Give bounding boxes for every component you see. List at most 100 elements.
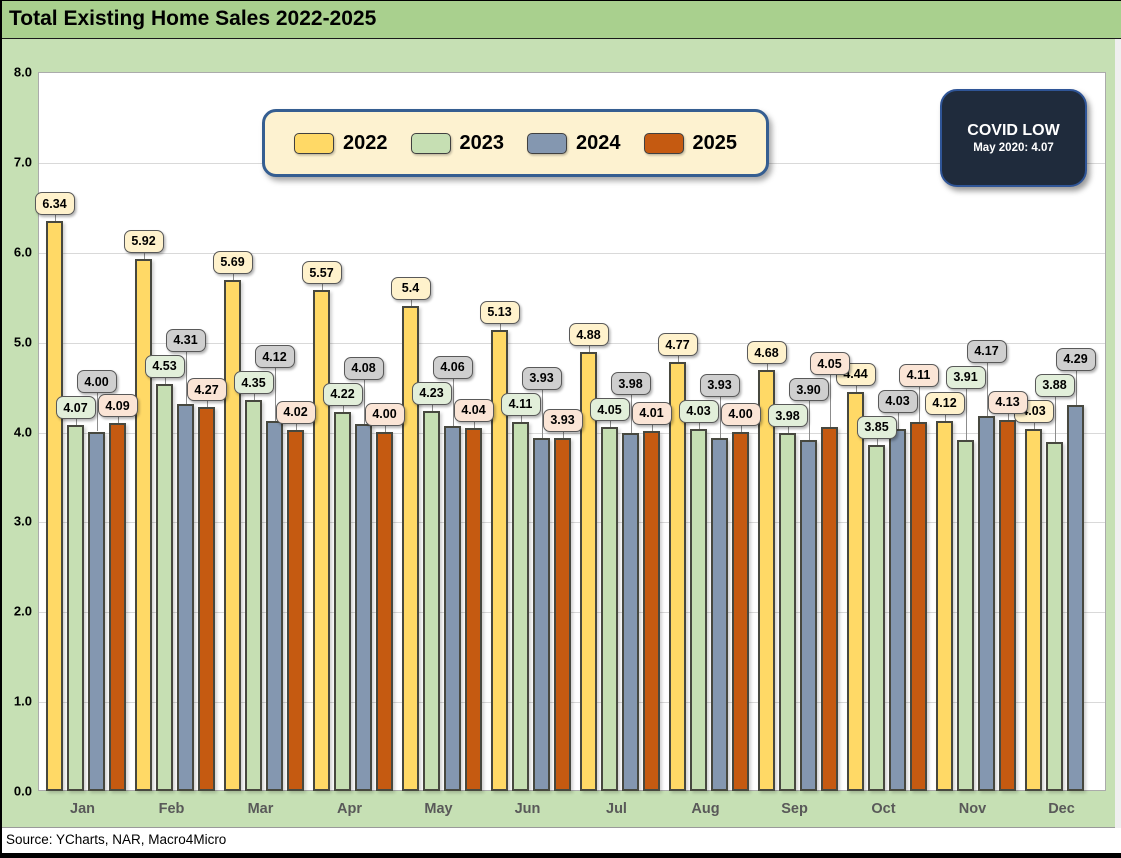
label-leader-line bbox=[588, 346, 590, 353]
bar-2024-jun bbox=[533, 437, 550, 791]
label-leader-line bbox=[897, 412, 899, 429]
bar-2022-aug bbox=[669, 362, 686, 791]
bar-2025-sep bbox=[821, 427, 838, 791]
data-label-2024-jan: 4.00 bbox=[76, 370, 117, 394]
bar-2025-mar bbox=[287, 429, 304, 791]
data-label-2022-feb: 5.92 bbox=[123, 229, 164, 253]
covid-low-title: COVID LOW bbox=[967, 122, 1060, 139]
source-text: Source: YCharts, NAR, Macro4Micro bbox=[6, 832, 227, 847]
data-label-2024-jul: 3.98 bbox=[610, 372, 651, 395]
label-leader-line bbox=[75, 419, 77, 426]
legend-item-2022: 2022 bbox=[294, 132, 388, 155]
data-label-2024-nov: 4.17 bbox=[966, 339, 1007, 363]
data-label-2023-jul: 4.05 bbox=[589, 398, 630, 421]
bar-2023-aug bbox=[690, 428, 707, 791]
bar-2024-dec bbox=[1067, 405, 1084, 791]
covid-low-callout: COVID LOW May 2020: 4.07 bbox=[940, 89, 1087, 187]
label-leader-line bbox=[520, 415, 522, 422]
legend-swatch-2025 bbox=[643, 132, 684, 154]
bar-2022-oct bbox=[847, 391, 864, 791]
x-tick-label-dec: Dec bbox=[1048, 801, 1075, 817]
bar-2022-mar bbox=[224, 279, 241, 791]
label-leader-line bbox=[855, 385, 857, 392]
y-tick-label: 1.0 bbox=[13, 693, 32, 709]
label-leader-line bbox=[719, 396, 721, 438]
data-label-2025-jul: 4.01 bbox=[631, 401, 672, 425]
data-label-2022-may: 5.4 bbox=[390, 276, 431, 300]
bar-2024-mar bbox=[266, 420, 283, 791]
data-label-2023-dec: 3.88 bbox=[1034, 373, 1075, 397]
bar-2022-may bbox=[402, 305, 419, 791]
data-label-2023-mar: 4.35 bbox=[233, 371, 274, 395]
bar-2025-jul bbox=[643, 430, 660, 791]
bar-2025-nov bbox=[999, 419, 1016, 791]
data-label-2024-apr: 4.08 bbox=[343, 356, 384, 380]
bar-2025-oct bbox=[910, 421, 927, 791]
bar-2023-feb bbox=[156, 383, 173, 791]
label-leader-line bbox=[609, 421, 611, 427]
data-label-2024-aug: 3.93 bbox=[699, 373, 740, 397]
bar-2025-jun bbox=[554, 437, 571, 791]
label-leader-line bbox=[630, 395, 632, 434]
bar-2023-mar bbox=[245, 400, 262, 791]
bar-2022-jan bbox=[46, 221, 63, 791]
chart-title: Total Existing Home Sales 2022-2025 bbox=[9, 7, 377, 30]
bar-2024-sep bbox=[800, 440, 817, 791]
data-label-2022-jun: 5.13 bbox=[479, 300, 520, 324]
data-label-2025-jun: 3.93 bbox=[542, 408, 583, 432]
label-leader-line bbox=[740, 425, 742, 432]
bar-2022-sep bbox=[758, 370, 775, 791]
label-leader-line bbox=[363, 379, 365, 425]
label-leader-line bbox=[1033, 422, 1035, 429]
gridline-2.0 bbox=[39, 612, 1105, 614]
data-label-2025-apr: 4.00 bbox=[364, 402, 405, 426]
label-leader-line bbox=[541, 389, 543, 438]
label-leader-line bbox=[185, 351, 187, 404]
data-label-2024-mar: 4.12 bbox=[254, 345, 295, 369]
bar-2025-jan bbox=[109, 423, 126, 791]
bar-2025-apr bbox=[376, 431, 393, 791]
label-leader-line bbox=[499, 323, 501, 330]
x-tick-label-oct: Oct bbox=[871, 801, 896, 817]
data-label-2025-jan: 4.09 bbox=[97, 394, 138, 418]
label-leader-line bbox=[410, 299, 412, 306]
bar-2022-jun bbox=[491, 329, 508, 791]
legend-label-2025: 2025 bbox=[692, 131, 738, 154]
label-leader-line bbox=[274, 368, 276, 421]
data-label-2025-nov: 4.13 bbox=[987, 390, 1028, 414]
data-label-2023-jan: 4.07 bbox=[55, 396, 96, 420]
y-tick-label: 0.0 bbox=[13, 783, 32, 799]
label-leader-line bbox=[452, 378, 454, 427]
bar-2025-feb bbox=[198, 407, 215, 791]
label-leader-line bbox=[986, 362, 988, 417]
x-tick-label-jan: Jan bbox=[70, 801, 95, 817]
label-leader-line bbox=[965, 388, 967, 440]
legend-label-2023: 2023 bbox=[459, 131, 505, 154]
bar-2022-apr bbox=[313, 290, 330, 791]
x-tick-label-nov: Nov bbox=[958, 801, 987, 817]
legend-label-2024: 2024 bbox=[576, 131, 621, 154]
data-label-2023-feb: 4.53 bbox=[144, 354, 185, 378]
data-label-2024-may: 4.06 bbox=[432, 355, 473, 379]
bar-2023-jul bbox=[601, 427, 618, 791]
label-leader-line bbox=[295, 423, 297, 430]
bar-2023-apr bbox=[334, 411, 351, 791]
covid-low-value: May 2020: 4.07 bbox=[973, 142, 1054, 154]
label-leader-line bbox=[677, 356, 679, 363]
bar-2024-jul bbox=[622, 433, 639, 791]
data-label-2022-jul: 4.88 bbox=[568, 323, 609, 347]
bar-2023-may bbox=[423, 410, 440, 791]
x-tick-label-sep: Sep bbox=[781, 801, 808, 817]
label-leader-line bbox=[117, 417, 119, 424]
bottom-border-bar bbox=[2, 853, 1121, 858]
bar-2023-jan bbox=[67, 425, 84, 791]
legend: 2022 2023 2024 2025 bbox=[262, 109, 769, 177]
data-label-2023-sep: 3.98 bbox=[767, 404, 808, 428]
label-leader-line bbox=[321, 284, 323, 291]
bar-2022-dec bbox=[1025, 428, 1042, 791]
data-label-2025-sep: 4.05 bbox=[809, 352, 850, 376]
label-leader-line bbox=[829, 375, 831, 427]
label-leader-line bbox=[787, 427, 789, 434]
label-leader-line bbox=[206, 401, 208, 408]
label-leader-line bbox=[473, 421, 475, 428]
